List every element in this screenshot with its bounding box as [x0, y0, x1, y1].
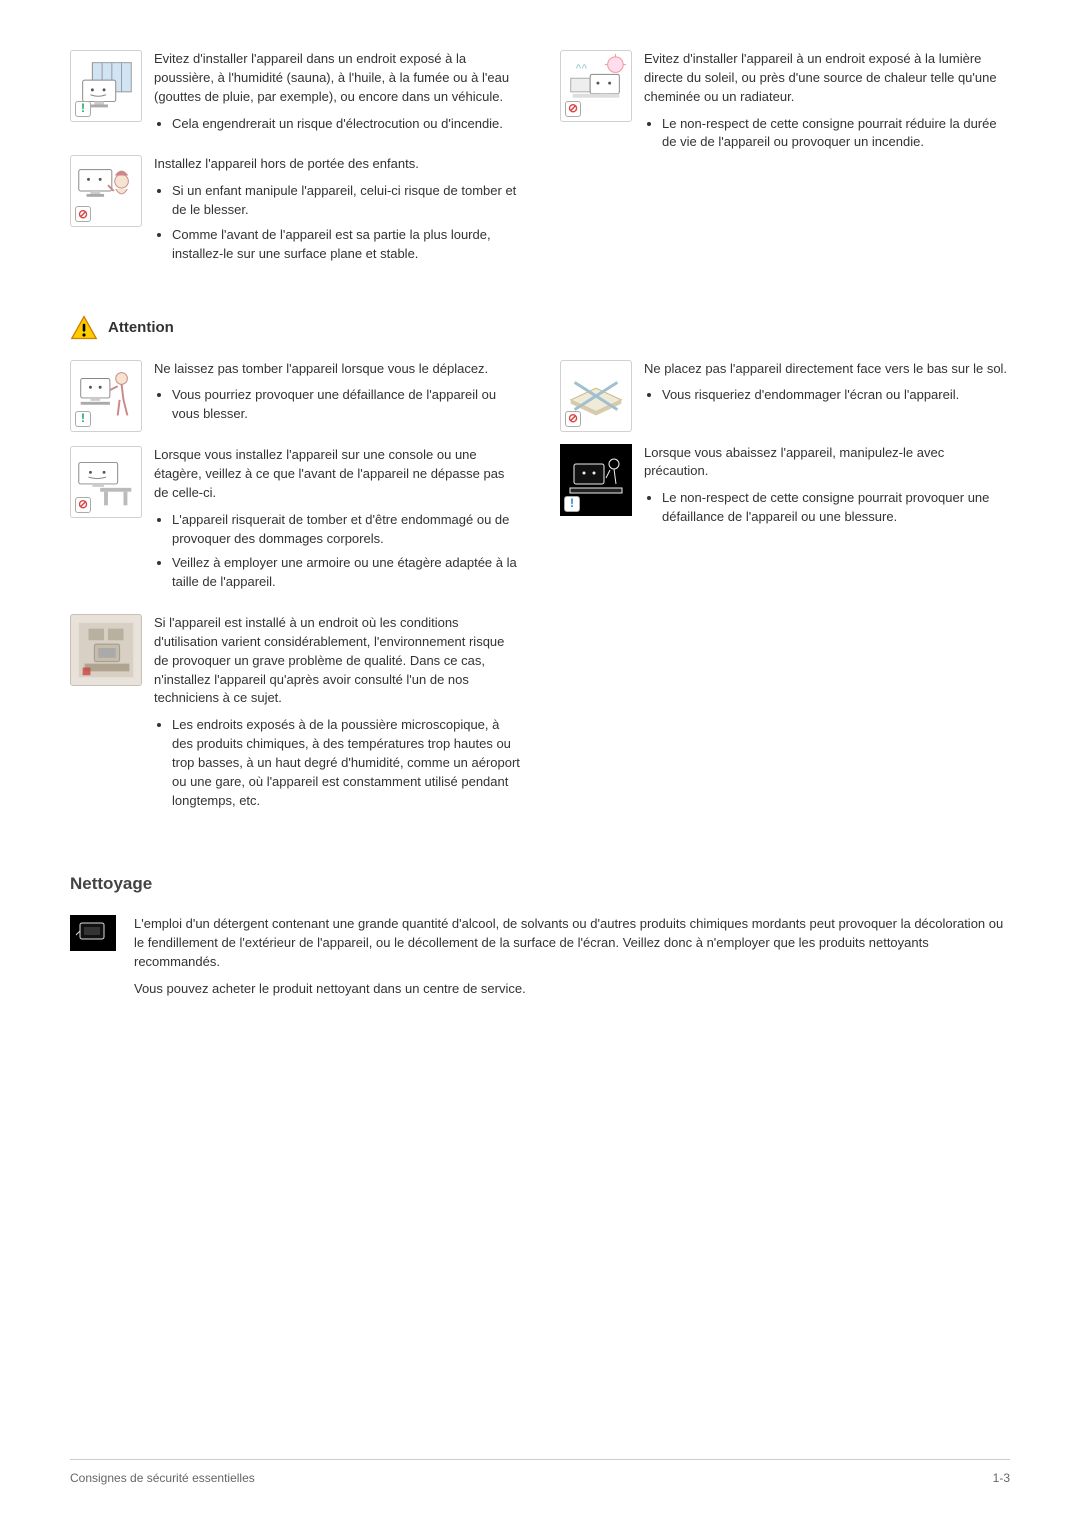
- safety-item: ! Lorsque vous abaissez l'appareil, mani…: [560, 444, 1010, 537]
- monitor-facedown-icon: ⊘: [560, 360, 632, 432]
- item-lead: Evitez d'installer l'appareil dans un en…: [154, 50, 520, 107]
- item-text: Lorsque vous abaissez l'appareil, manipu…: [644, 444, 1010, 537]
- icon-cell: !: [70, 360, 142, 435]
- top-left-col: ! Evitez d'installer l'appareil dans un …: [70, 50, 520, 286]
- prohibit-badge-icon: ⊘: [565, 101, 581, 117]
- icon-cell: ⊘: [70, 155, 142, 273]
- item-lead: Installez l'appareil hors de portée des …: [154, 155, 520, 174]
- bullet: L'appareil risquerait de tomber et d'êtr…: [172, 511, 520, 549]
- monitor-window-icon: !: [70, 50, 142, 122]
- bullet: Si un enfant manipule l'appareil, celui-…: [172, 182, 520, 220]
- bullet-list: Le non-respect de cette consigne pourrai…: [644, 115, 1010, 153]
- attention-heading: Attention: [70, 314, 1010, 342]
- prohibit-badge-icon: ⊘: [75, 206, 91, 222]
- icon-cell: [70, 614, 142, 820]
- item-text: Ne placez pas l'appareil directement fac…: [644, 360, 1010, 432]
- top-right-col: ⊘ Evitez d'installer l'appareil à un end…: [560, 50, 1010, 286]
- nettoyage-row: L'emploi d'un détergent contenant une gr…: [70, 915, 1010, 1006]
- item-lead: Ne placez pas l'appareil directement fac…: [644, 360, 1010, 379]
- item-lead: Evitez d'installer l'appareil à un endro…: [644, 50, 1010, 107]
- attention-section: ! Ne laissez pas tomber l'appareil lorsq…: [70, 360, 1010, 833]
- safety-item: ⊘ Lorsque vous installez l'appareil sur …: [70, 446, 520, 602]
- icon-cell: ⊘: [70, 446, 142, 602]
- attn-right-col: ⊘ Ne placez pas l'appareil directement f…: [560, 360, 1010, 833]
- bullet: Vous risqueriez d'endommager l'écran ou …: [662, 386, 1010, 405]
- nettoyage-p1: L'emploi d'un détergent contenant une gr…: [134, 915, 1010, 972]
- safety-item: ! Ne laissez pas tomber l'appareil lorsq…: [70, 360, 520, 435]
- safety-item: Si l'appareil est installé à un endroit …: [70, 614, 520, 820]
- item-lead: Si l'appareil est installé à un endroit …: [154, 614, 520, 708]
- top-section: ! Evitez d'installer l'appareil dans un …: [70, 50, 1010, 286]
- nettoyage-p2: Vous pouvez acheter le produit nettoyant…: [134, 980, 1010, 999]
- nettoyage-heading: Nettoyage: [70, 872, 1010, 897]
- info-badge-icon: !: [75, 411, 91, 427]
- bullet: Cela engendrerait un risque d'électrocut…: [172, 115, 520, 134]
- icon-cell: ⊘: [560, 50, 632, 162]
- bullet: Le non-respect de cette consigne pourrai…: [662, 115, 1010, 153]
- item-lead: Lorsque vous abaissez l'appareil, manipu…: [644, 444, 1010, 482]
- safety-item: ⊘ Ne placez pas l'appareil directement f…: [560, 360, 1010, 432]
- monitor-environment-icon: [70, 614, 142, 686]
- footer-left: Consignes de sécurité essentielles: [70, 1470, 255, 1487]
- info-badge-icon: !: [564, 496, 580, 512]
- bullet: Veillez à employer une armoire ou une ét…: [172, 554, 520, 592]
- warning-triangle-icon: [70, 314, 98, 342]
- item-lead: Lorsque vous installez l'appareil sur un…: [154, 446, 520, 503]
- item-lead: Ne laissez pas tomber l'appareil lorsque…: [154, 360, 520, 379]
- bullet-list: Vous risqueriez d'endommager l'écran ou …: [644, 386, 1010, 405]
- item-text: Evitez d'installer l'appareil dans un en…: [154, 50, 520, 143]
- safety-item: ! Evitez d'installer l'appareil dans un …: [70, 50, 520, 143]
- monitor-heat-icon: ⊘: [560, 50, 632, 122]
- safety-item: ⊘ Installez l'appareil hors de portée de…: [70, 155, 520, 273]
- monitor-lower-icon: !: [560, 444, 632, 516]
- monitor-carry-icon: !: [70, 360, 142, 432]
- attention-title: Attention: [108, 317, 174, 339]
- icon-cell: ⊘: [560, 360, 632, 432]
- item-text: Si l'appareil est installé à un endroit …: [154, 614, 520, 820]
- footer-right: 1-3: [993, 1470, 1010, 1487]
- prohibit-badge-icon: ⊘: [75, 497, 91, 513]
- bullet-list: Les endroits exposés à de la poussière m…: [154, 716, 520, 810]
- safety-item: ⊘ Evitez d'installer l'appareil à un end…: [560, 50, 1010, 162]
- bullet: Vous pourriez provoquer une défaillance …: [172, 386, 520, 424]
- item-text: Evitez d'installer l'appareil à un endro…: [644, 50, 1010, 162]
- info-badge-icon: !: [75, 101, 91, 117]
- bullet-list: Le non-respect de cette consigne pourrai…: [644, 489, 1010, 527]
- item-text: Installez l'appareil hors de portée des …: [154, 155, 520, 273]
- bullet-list: Vous pourriez provoquer une défaillance …: [154, 386, 520, 424]
- monitor-child-icon: ⊘: [70, 155, 142, 227]
- monitor-shelf-edge-icon: ⊘: [70, 446, 142, 518]
- bullet: Le non-respect de cette consigne pourrai…: [662, 489, 1010, 527]
- item-text: Lorsque vous installez l'appareil sur un…: [154, 446, 520, 602]
- page-footer: Consignes de sécurité essentielles 1-3: [70, 1459, 1010, 1487]
- bullet: Les endroits exposés à de la poussière m…: [172, 716, 520, 810]
- bullet: Comme l'avant de l'appareil est sa parti…: [172, 226, 520, 264]
- detergent-icon: [70, 915, 116, 951]
- prohibit-badge-icon: ⊘: [565, 411, 581, 427]
- bullet-list: Si un enfant manipule l'appareil, celui-…: [154, 182, 520, 263]
- icon-cell: !: [560, 444, 632, 537]
- icon-cell: !: [70, 50, 142, 143]
- bullet-list: L'appareil risquerait de tomber et d'êtr…: [154, 511, 520, 592]
- page: ! Evitez d'installer l'appareil dans un …: [0, 0, 1080, 1527]
- attn-left-col: ! Ne laissez pas tomber l'appareil lorsq…: [70, 360, 520, 833]
- bullet-list: Cela engendrerait un risque d'électrocut…: [154, 115, 520, 134]
- nettoyage-text: L'emploi d'un détergent contenant une gr…: [134, 915, 1010, 1006]
- item-text: Ne laissez pas tomber l'appareil lorsque…: [154, 360, 520, 435]
